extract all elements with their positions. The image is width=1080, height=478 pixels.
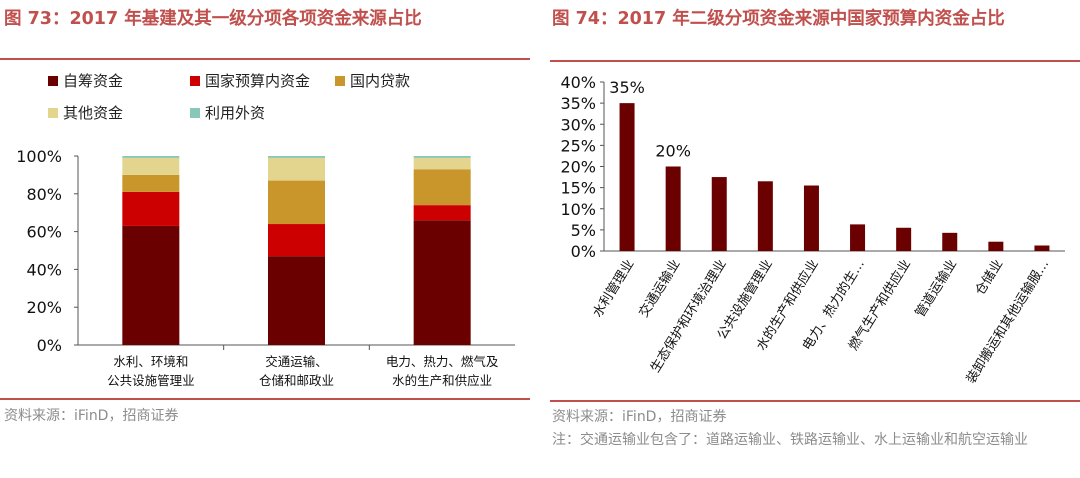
bar <box>942 232 958 251</box>
x-tick-label: 交通运输业 <box>636 257 684 321</box>
bar-segment <box>413 169 471 206</box>
y-tick-label: 20% <box>26 298 62 317</box>
legend-label: 国家预算内资金 <box>205 72 310 90</box>
bar-segment <box>268 256 325 345</box>
y-tick-label: 30% <box>560 115 596 134</box>
right-note: 注：交通运输业包含了：道路运输业、铁路运输业、水上运输业和航空运输业 <box>552 432 1028 448</box>
x-tick-label: 水利、环境和 <box>113 354 188 369</box>
bar-segment <box>122 174 180 192</box>
right-bottom-rule <box>550 400 1080 402</box>
bar <box>988 241 1004 251</box>
bar-segment <box>268 180 325 225</box>
x-tick-label: 仓储业 <box>973 257 1006 298</box>
bar <box>1034 245 1050 251</box>
left-title-rule <box>0 58 530 60</box>
legend-label: 其他资金 <box>63 104 123 122</box>
y-tick-label: 20% <box>560 158 596 177</box>
left-source: 资料来源：iFinD，招商证券 <box>4 408 179 424</box>
bar-segment <box>413 157 471 170</box>
bar-segment <box>122 225 180 345</box>
y-tick-label: 40% <box>26 260 62 279</box>
x-tick-label: 水利管理业 <box>590 257 637 320</box>
x-tick-label: 仓储和邮政业 <box>259 373 334 388</box>
x-tick-label: 公共设施管理业 <box>107 373 195 388</box>
left-chart-title: 图 73：2017 年基建及其一级分项各项资金来源占比 <box>4 9 422 29</box>
bar-segment <box>413 220 471 345</box>
bar-segment <box>413 156 471 158</box>
bar-segment <box>268 156 325 158</box>
y-tick-label: 0% <box>37 336 62 355</box>
y-tick-label: 80% <box>26 185 62 204</box>
y-tick-label: 10% <box>560 200 596 219</box>
x-tick-label: 管道运输业 <box>912 257 960 321</box>
x-tick-label: 水的生产和供应业 <box>392 373 492 388</box>
data-label: 20% <box>655 142 691 161</box>
y-tick-label: 60% <box>26 223 62 242</box>
x-tick-label: 交通运输、 <box>265 354 328 369</box>
legend-swatch <box>190 108 200 118</box>
bar-segment <box>268 224 325 257</box>
bar-segment <box>268 157 325 181</box>
y-tick-label: 35% <box>560 94 596 113</box>
legend-label: 自筹资金 <box>63 72 123 90</box>
left-bottom-rule <box>0 398 530 400</box>
bar-segment <box>122 156 180 158</box>
bar-segment <box>413 205 471 221</box>
legend-swatch <box>48 108 58 118</box>
y-tick-label: 40% <box>560 73 596 92</box>
bar <box>803 185 819 251</box>
x-tick-label: 电力、热力、燃气及 <box>386 354 499 369</box>
legend-label: 国内贷款 <box>350 72 410 90</box>
bar-chart: 0% 5% 10% 15% 20% 25% 30% 35% 40% 35% 水利管理业 20% 交通运输… <box>560 73 1065 387</box>
data-label: 35% <box>609 78 645 97</box>
right-title-rule <box>550 60 1080 62</box>
bar <box>850 224 866 251</box>
bar <box>896 227 912 251</box>
y-tick-label: 100% <box>16 147 62 166</box>
right-chart-title: 图 74：2017 年二级分项资金来源中国家预算内资金占比 <box>552 9 1005 29</box>
y-tick-label: 0% <box>571 242 596 261</box>
bar-segment <box>122 191 180 226</box>
right-source: 资料来源：iFinD，招商证券 <box>552 409 727 425</box>
legend-swatch <box>48 76 58 86</box>
bar-segment <box>122 157 180 175</box>
bar <box>665 166 681 251</box>
left-chart-panel: 图 73：2017 年基建及其一级分项各项资金来源占比 自筹资金 国家预算内资金 国… <box>0 0 530 478</box>
bar <box>619 103 635 251</box>
legend-swatch <box>190 76 200 86</box>
y-tick-label: 25% <box>560 136 596 155</box>
x-tick-label: 装卸搬运和其他运输服… <box>963 257 1052 387</box>
right-chart-panel: 图 74：2017 年二级分项资金来源中国家预算内资金占比 0% 5% 10% 15%… <box>550 0 1080 478</box>
legend-swatch <box>335 76 345 86</box>
legend-label: 利用外资 <box>205 104 265 122</box>
y-tick-label: 5% <box>571 221 596 240</box>
bar <box>711 177 727 251</box>
bar <box>757 181 773 251</box>
y-tick-label: 15% <box>560 179 596 198</box>
